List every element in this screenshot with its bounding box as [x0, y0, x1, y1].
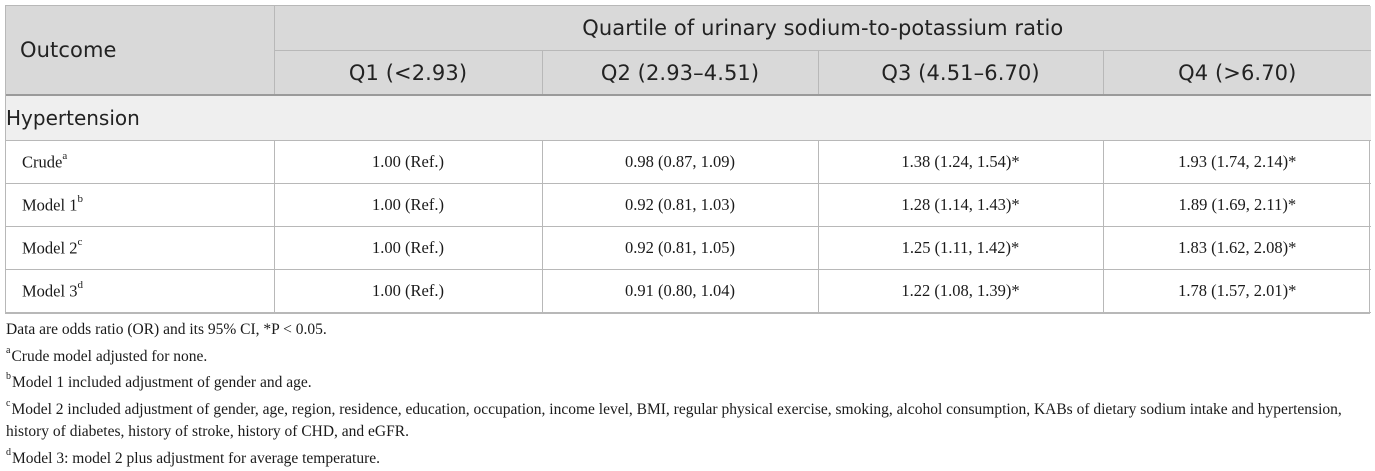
- row-label-text: Model 1: [22, 195, 78, 215]
- footnote-a: aCrude model adjusted for none.: [6, 342, 1370, 369]
- footnote-mark: b: [6, 371, 11, 383]
- table-row: Model 2c 1.00 (Ref.) 0.92 (0.81, 1.05) 1…: [6, 226, 1372, 270]
- table-row: Model 3d 1.00 (Ref.) 0.91 (0.80, 1.04) 1…: [6, 269, 1372, 313]
- header-row-1: Outcome Quartile of urinary sodium-to-po…: [6, 6, 1372, 95]
- quartile-header-q4: Q4 (>6.70): [1103, 50, 1372, 95]
- row-label: Model 2c: [6, 226, 275, 270]
- cell-q2: 0.98 (0.87, 1.09): [542, 140, 819, 184]
- cell-q2: 0.92 (0.81, 1.05): [542, 226, 819, 270]
- cell-q4: 1.93 (1.74, 2.14)*: [1103, 140, 1372, 184]
- footnote-d: dModel 3: model 2 plus adjustment for av…: [6, 444, 1370, 471]
- results-table-container: Outcome Quartile of urinary sodium-to-po…: [5, 5, 1372, 471]
- row-footnote-mark: c: [77, 235, 83, 248]
- cell-q1: 1.00 (Ref.): [274, 269, 543, 313]
- outcome-header: Outcome: [6, 6, 275, 95]
- table-frame: Outcome Quartile of urinary sodium-to-po…: [5, 5, 1372, 314]
- footnote-text: Model 2 included adjustment of gender, a…: [6, 400, 1342, 441]
- footnote-c: cModel 2 included adjustment of gender, …: [6, 395, 1371, 444]
- cell-q4: 1.89 (1.69, 2.11)*: [1103, 183, 1372, 227]
- row-label: Model 1b: [6, 183, 275, 227]
- quartile-header-q2: Q2 (2.93–4.51): [542, 50, 819, 95]
- header-row-2: Q1 (<2.93) Q2 (2.93–4.51) Q3 (4.51–6.70)…: [6, 50, 1372, 95]
- footnote-mark: c: [6, 397, 11, 409]
- section-label: Hypertension: [6, 94, 1372, 141]
- cell-q3: 1.28 (1.14, 1.43)*: [818, 183, 1104, 227]
- footnote-mark: d: [6, 446, 11, 458]
- footnote-text: Model 1 included adjustment of gender an…: [12, 374, 312, 392]
- row-footnote-mark: b: [77, 192, 83, 205]
- table-row: Crudea 1.00 (Ref.) 0.98 (0.87, 1.09) 1.3…: [6, 140, 1372, 184]
- cell-q3: 1.38 (1.24, 1.54)*: [818, 140, 1104, 184]
- cell-q1: 1.00 (Ref.): [274, 140, 543, 184]
- footnote-text: Model 3: model 2 plus adjustment for ave…: [12, 450, 381, 468]
- quartile-header-q3: Q3 (4.51–6.70): [818, 50, 1104, 95]
- table-row: Model 1b 1.00 (Ref.) 0.92 (0.81, 1.03) 1…: [6, 183, 1372, 227]
- quartile-span-header: Quartile of urinary sodium-to-potassium …: [274, 6, 1372, 51]
- cell-q3: 1.22 (1.08, 1.39)*: [818, 269, 1104, 313]
- footnote-text: Crude model adjusted for none.: [11, 347, 208, 365]
- odds-ratio-table: Outcome Quartile of urinary sodium-to-po…: [6, 6, 1372, 313]
- row-label: Crudea: [6, 140, 275, 184]
- cell-q2: 0.92 (0.81, 1.03): [542, 183, 819, 227]
- footnote-mark: a: [6, 344, 11, 356]
- table-footnotes: Data are odds ratio (OR) and its 95% CI,…: [5, 319, 1370, 471]
- row-footnote-mark: a: [62, 149, 68, 162]
- cell-q3: 1.25 (1.11, 1.42)*: [818, 226, 1104, 270]
- quartile-header-q1: Q1 (<2.93): [274, 50, 543, 95]
- row-footnote-mark: d: [77, 278, 83, 291]
- cell-q2: 0.91 (0.80, 1.04): [542, 269, 819, 313]
- cell-q1: 1.00 (Ref.): [274, 226, 543, 270]
- footnote-b: bModel 1 included adjustment of gender a…: [6, 368, 1370, 395]
- row-label: Model 3d: [6, 269, 275, 313]
- cell-q1: 1.00 (Ref.): [274, 183, 543, 227]
- row-label-text: Crude: [22, 152, 63, 172]
- row-label-text: Model 2: [22, 238, 78, 258]
- row-label-text: Model 3: [22, 281, 78, 301]
- cell-q4: 1.83 (1.62, 2.08)*: [1103, 226, 1372, 270]
- section-row-hypertension: Hypertension: [6, 94, 1372, 141]
- footnote-main: Data are odds ratio (OR) and its 95% CI,…: [6, 321, 327, 338]
- cell-q4: 1.78 (1.57, 2.01)*: [1103, 269, 1372, 313]
